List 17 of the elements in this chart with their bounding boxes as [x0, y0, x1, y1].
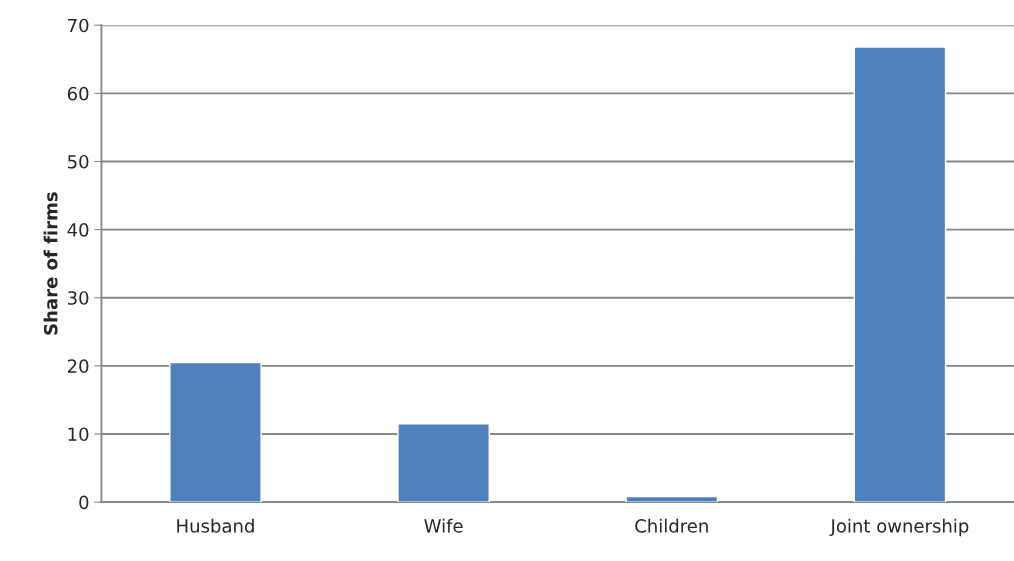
y-tick-label: 60: [67, 86, 89, 101]
y-tick-label: 70: [68, 18, 89, 33]
y-axis-title: Share of firms: [43, 192, 58, 335]
x-tick-label: Husband: [177, 518, 254, 533]
y-tick-label: 20: [67, 359, 89, 373]
x-tick-label: Wife: [424, 518, 463, 533]
bar: [169, 361, 262, 503]
y-tick-label: 10: [68, 427, 89, 442]
y-tick-label: 30: [68, 291, 89, 305]
y-tick-label: 50: [68, 154, 89, 169]
x-tick-label: Joint ownership: [829, 518, 969, 537]
y-tick-label: 0: [79, 495, 89, 510]
bar: [853, 46, 947, 503]
bar: [625, 495, 719, 503]
x-tick-label: Children: [635, 518, 708, 533]
y-tick-label: 40: [67, 223, 89, 237]
bar: [397, 423, 490, 503]
